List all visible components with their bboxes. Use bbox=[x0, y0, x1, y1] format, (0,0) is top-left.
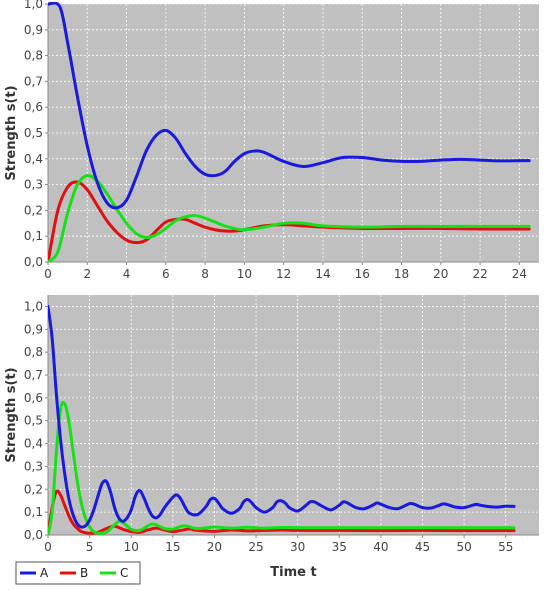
legend: A B C bbox=[15, 561, 141, 585]
x-tick-label: 10 bbox=[237, 267, 252, 281]
x-tick-label: 16 bbox=[355, 267, 370, 281]
y-tick-label: 0,2 bbox=[24, 482, 43, 496]
x-tick-label: 20 bbox=[433, 267, 448, 281]
y-tick-label: 0,2 bbox=[24, 203, 43, 217]
y-tick-label: 0,7 bbox=[24, 368, 43, 382]
x-tick-label: 30 bbox=[290, 540, 305, 554]
y-tick-label: 0,8 bbox=[24, 345, 43, 359]
x-tick-label: 0 bbox=[44, 540, 52, 554]
y-axis-label: Strength s(t) bbox=[4, 85, 19, 180]
series-line-b bbox=[48, 489, 516, 535]
y-tick-label: 0,3 bbox=[24, 178, 43, 192]
x-tick-label: 6 bbox=[162, 267, 170, 281]
y-tick-label: 0,9 bbox=[24, 322, 43, 336]
x-tick-label: 24 bbox=[512, 267, 527, 281]
x-tick-label: 14 bbox=[315, 267, 330, 281]
y-tick-label: 0,8 bbox=[24, 49, 43, 63]
y-tick-label: 0,0 bbox=[24, 528, 43, 542]
legend-label-a: A bbox=[40, 566, 49, 580]
x-tick-label: 4 bbox=[123, 267, 131, 281]
x-tick-label: 2 bbox=[83, 267, 91, 281]
legend-box bbox=[15, 561, 141, 585]
x-tick-label: 45 bbox=[415, 540, 430, 554]
x-tick-label: 15 bbox=[165, 540, 180, 554]
y-tick-label: 0,1 bbox=[24, 229, 43, 243]
y-tick-label: 0,3 bbox=[24, 459, 43, 473]
y-tick-label: 0,6 bbox=[24, 100, 43, 114]
y-tick-label: 0,5 bbox=[24, 126, 43, 140]
series-line-a bbox=[48, 2, 531, 210]
y-tick-label: 0,4 bbox=[24, 437, 43, 451]
x-tick-label: 10 bbox=[124, 540, 139, 554]
x-tick-label: 5 bbox=[86, 540, 94, 554]
y-tick-label: 0,9 bbox=[24, 23, 43, 37]
x-tick-label: 8 bbox=[201, 267, 209, 281]
series-group bbox=[48, 304, 516, 535]
x-tick-label: 18 bbox=[394, 267, 409, 281]
legend-label-b: B bbox=[80, 566, 88, 580]
y-tick-label: 0,5 bbox=[24, 414, 43, 428]
y-tick-label: 1,0 bbox=[24, 299, 43, 313]
x-tick-label: 12 bbox=[276, 267, 291, 281]
y-tick-label: 0,1 bbox=[24, 505, 43, 519]
y-tick-label: 0,6 bbox=[24, 391, 43, 405]
x-axis-label: Time t bbox=[270, 565, 316, 580]
bottom-chart: 0,0 0,1 0,2 0,3 0,4 0,5 0,6 0,7 0,8 0,9 1,0 0 5 10 15 2… bbox=[4, 295, 539, 580]
x-tick-label: 35 bbox=[332, 540, 347, 554]
x-tick-label: 50 bbox=[456, 540, 471, 554]
y-tick-label: 1,0 bbox=[24, 0, 43, 11]
y-axis-label: Strength s(t) bbox=[4, 367, 19, 462]
series-group bbox=[48, 2, 531, 262]
x-tick-label: 20 bbox=[207, 540, 222, 554]
x-tick-label: 25 bbox=[248, 540, 263, 554]
x-tick-label: 55 bbox=[498, 540, 513, 554]
plot-background bbox=[48, 295, 539, 535]
series-line-c bbox=[48, 400, 516, 535]
x-tick-label: 0 bbox=[44, 267, 52, 281]
y-tick-label: 0,7 bbox=[24, 74, 43, 88]
top-chart: 0,00,10,20,30,40,50,60,70,80,91,00 2 4 6 8 10… bbox=[4, 0, 539, 281]
y-tick-label: 0,4 bbox=[24, 152, 43, 166]
x-tick-label: 40 bbox=[373, 540, 388, 554]
legend-label-c: C bbox=[120, 566, 128, 580]
y-tick-label: 0,0 bbox=[24, 255, 43, 269]
x-tick-label: 22 bbox=[472, 267, 487, 281]
series-line-a bbox=[48, 304, 516, 529]
